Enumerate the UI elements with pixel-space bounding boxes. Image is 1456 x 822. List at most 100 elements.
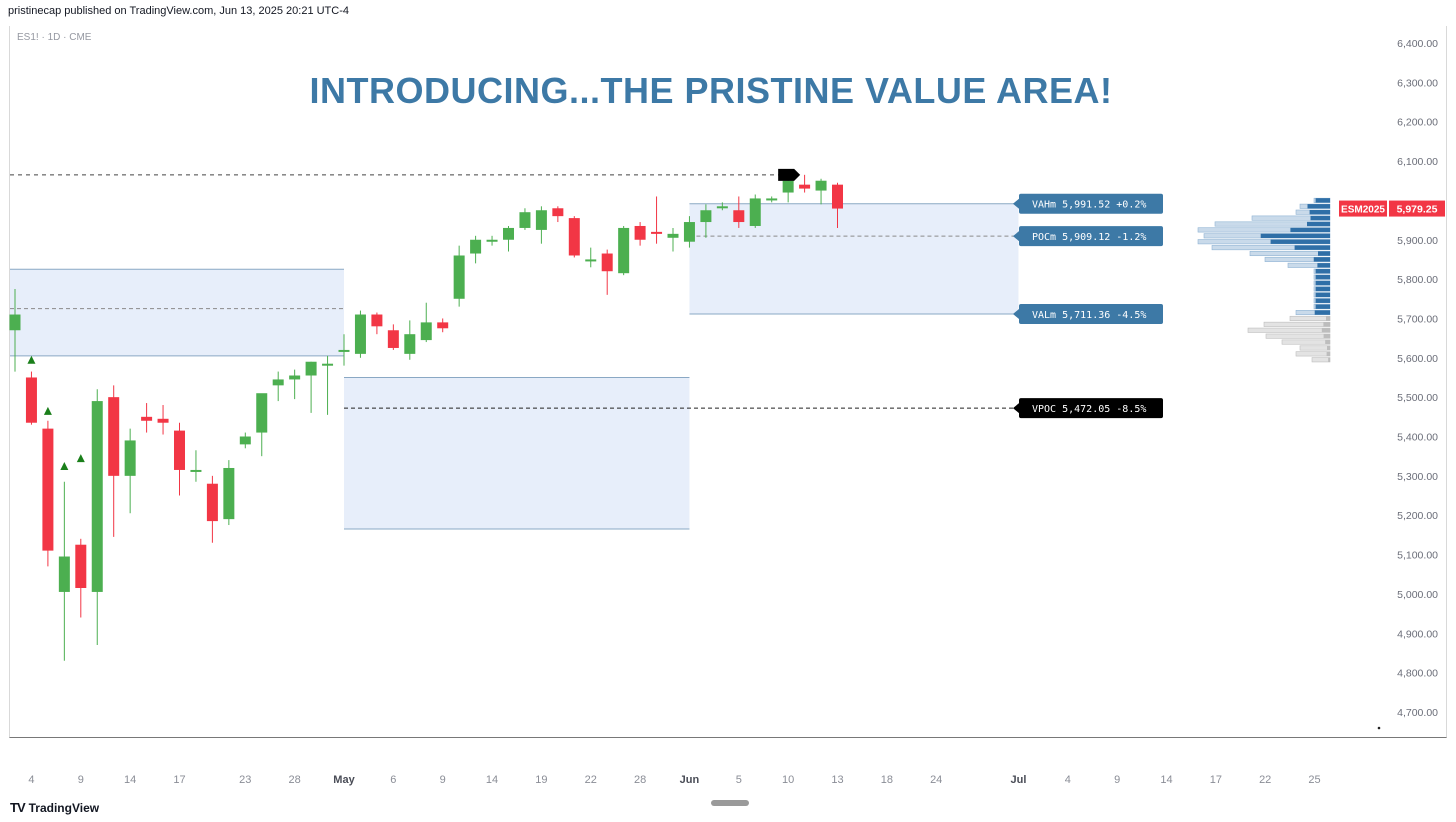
- y-axis-tick-label: 4,700.00: [1397, 707, 1438, 719]
- candle-body-down: [42, 428, 54, 551]
- x-axis-tick-label: 22: [1259, 774, 1271, 786]
- level-label-text: VAHm 5,991.52 +0.2%: [1032, 200, 1146, 211]
- candle-body-up: [223, 467, 235, 520]
- candle-body-up: [404, 334, 416, 354]
- candle-body-up: [453, 255, 465, 299]
- candle-body-down: [174, 430, 185, 470]
- candle-body-up: [683, 222, 695, 242]
- buy-signal-marker: [76, 454, 85, 463]
- x-axis-tick-label: 4: [28, 774, 34, 786]
- x-axis-tick-label: 24: [930, 774, 942, 786]
- candle-body-down: [552, 208, 564, 217]
- volume-profile-bar: [1311, 357, 1331, 363]
- level-label-text: VALm 5,711.36 -4.5%: [1032, 310, 1146, 321]
- volume-profile-bar-up: [1315, 198, 1330, 203]
- volume-profile-bar-up: [1270, 239, 1330, 244]
- y-axis-tick-label: 5,300.00: [1397, 471, 1438, 483]
- level-label-pointer: [1013, 403, 1019, 414]
- candle-body-up: [124, 440, 136, 476]
- level-label-box: [1019, 193, 1163, 214]
- volume-profile-bar-up: [1314, 310, 1330, 315]
- publisher-header: pristinecap published on TradingView.com…: [8, 5, 350, 17]
- symbol-price-tag: [1339, 200, 1387, 217]
- candle-body-up: [91, 401, 103, 592]
- x-axis-tick-label: 28: [634, 774, 646, 786]
- candle-body-up: [305, 361, 317, 376]
- candle-body-down: [141, 416, 153, 421]
- volume-profile-bar-up: [1317, 263, 1330, 268]
- volume-profile-bar-up: [1315, 269, 1330, 274]
- volume-profile-bar: [1281, 339, 1331, 345]
- candle-body-up: [58, 556, 70, 592]
- volume-profile-bar: [1247, 327, 1331, 333]
- candle-body-up: [190, 469, 202, 472]
- candle-body-up: [239, 436, 251, 445]
- y-axis-tick-label: 5,800.00: [1397, 274, 1438, 286]
- y-axis-tick-label: 4,800.00: [1397, 668, 1438, 680]
- x-axis-tick-label: May: [333, 774, 355, 786]
- tradingview-logo-icon: TV: [10, 800, 26, 815]
- x-axis-tick-label: 9: [78, 774, 84, 786]
- candle-body-down: [437, 322, 449, 329]
- volume-profile-bar-up: [1260, 233, 1330, 239]
- candle-body-up: [815, 180, 827, 191]
- volume-profile-bar: [1265, 333, 1331, 339]
- candle-body-down: [25, 377, 37, 423]
- x-axis-tick-label: 4: [1065, 774, 1071, 786]
- level-label-pointer: [1013, 231, 1019, 242]
- x-axis-tick-label: 14: [486, 774, 498, 786]
- volume-profile-bar-up: [1326, 351, 1330, 357]
- volume-profile-bar-up: [1315, 304, 1330, 309]
- x-axis-tick-label: 10: [782, 774, 794, 786]
- symbol-line: ES1! · 1D · CME: [17, 32, 92, 43]
- buy-signal-marker: [27, 355, 36, 364]
- volume-profile-bar: [1289, 315, 1331, 321]
- candle-body-down: [832, 184, 843, 209]
- x-axis-tick-label: 9: [1114, 774, 1120, 786]
- candle-body-up: [9, 314, 21, 331]
- level-label-pointer: [1013, 308, 1019, 319]
- volume-profile-bar-up: [1327, 345, 1330, 351]
- volume-profile-bar-up: [1318, 251, 1330, 256]
- candle-body-down: [651, 231, 663, 234]
- volume-profile-bar-up: [1315, 298, 1330, 303]
- x-axis-tick-label: 13: [831, 774, 843, 786]
- x-axis-tick-label: 25: [1308, 774, 1320, 786]
- chart-headline: INTRODUCING...THE PRISTINE VALUE AREA!: [309, 70, 1113, 111]
- candle-body-up: [700, 210, 712, 223]
- resize-handle[interactable]: [711, 800, 749, 806]
- x-axis-tick-label: 18: [881, 774, 893, 786]
- level-label-box: [1019, 226, 1163, 247]
- volume-profile-bar-up: [1307, 204, 1330, 209]
- candle-body-down: [568, 218, 580, 256]
- tradingview-brand: TradingView: [28, 800, 100, 815]
- level-label-box: [1019, 398, 1163, 419]
- x-axis-tick-label: 22: [585, 774, 597, 786]
- chart-frame: [9, 26, 1447, 738]
- candle-body-up: [535, 210, 547, 230]
- candle-body-up: [519, 212, 531, 228]
- volume-profile-bar-up: [1323, 322, 1330, 327]
- flag-marker-icon: [778, 168, 801, 181]
- level-label-text: POCm 5,909.12 -1.2%: [1032, 232, 1146, 243]
- y-axis-tick-label: 5,400.00: [1397, 432, 1438, 444]
- candle-body-down: [733, 210, 745, 223]
- tradingview-footer[interactable]: TV TradingView: [10, 800, 99, 815]
- value-area-box: [344, 377, 690, 529]
- volume-profile-bar-up: [1326, 316, 1330, 321]
- volume-profile-bar-up: [1294, 245, 1330, 250]
- volume-profile-bar-up: [1309, 210, 1330, 215]
- candle-body-up: [338, 349, 350, 352]
- candle-body-up: [749, 198, 761, 226]
- volume-profile-bar-up: [1328, 357, 1330, 362]
- candle-body-down: [799, 184, 811, 189]
- volume-profile-bar-up: [1325, 339, 1330, 345]
- x-axis-tick-label: 17: [1210, 774, 1222, 786]
- candle-body-down: [387, 330, 399, 348]
- volume-profile-bar-up: [1315, 292, 1330, 298]
- y-axis-tick-label: 5,700.00: [1397, 313, 1438, 325]
- y-axis-tick-label: 6,100.00: [1397, 156, 1438, 168]
- x-axis-tick-label: 23: [239, 774, 251, 786]
- y-axis-tick-label: 5,900.00: [1397, 235, 1438, 247]
